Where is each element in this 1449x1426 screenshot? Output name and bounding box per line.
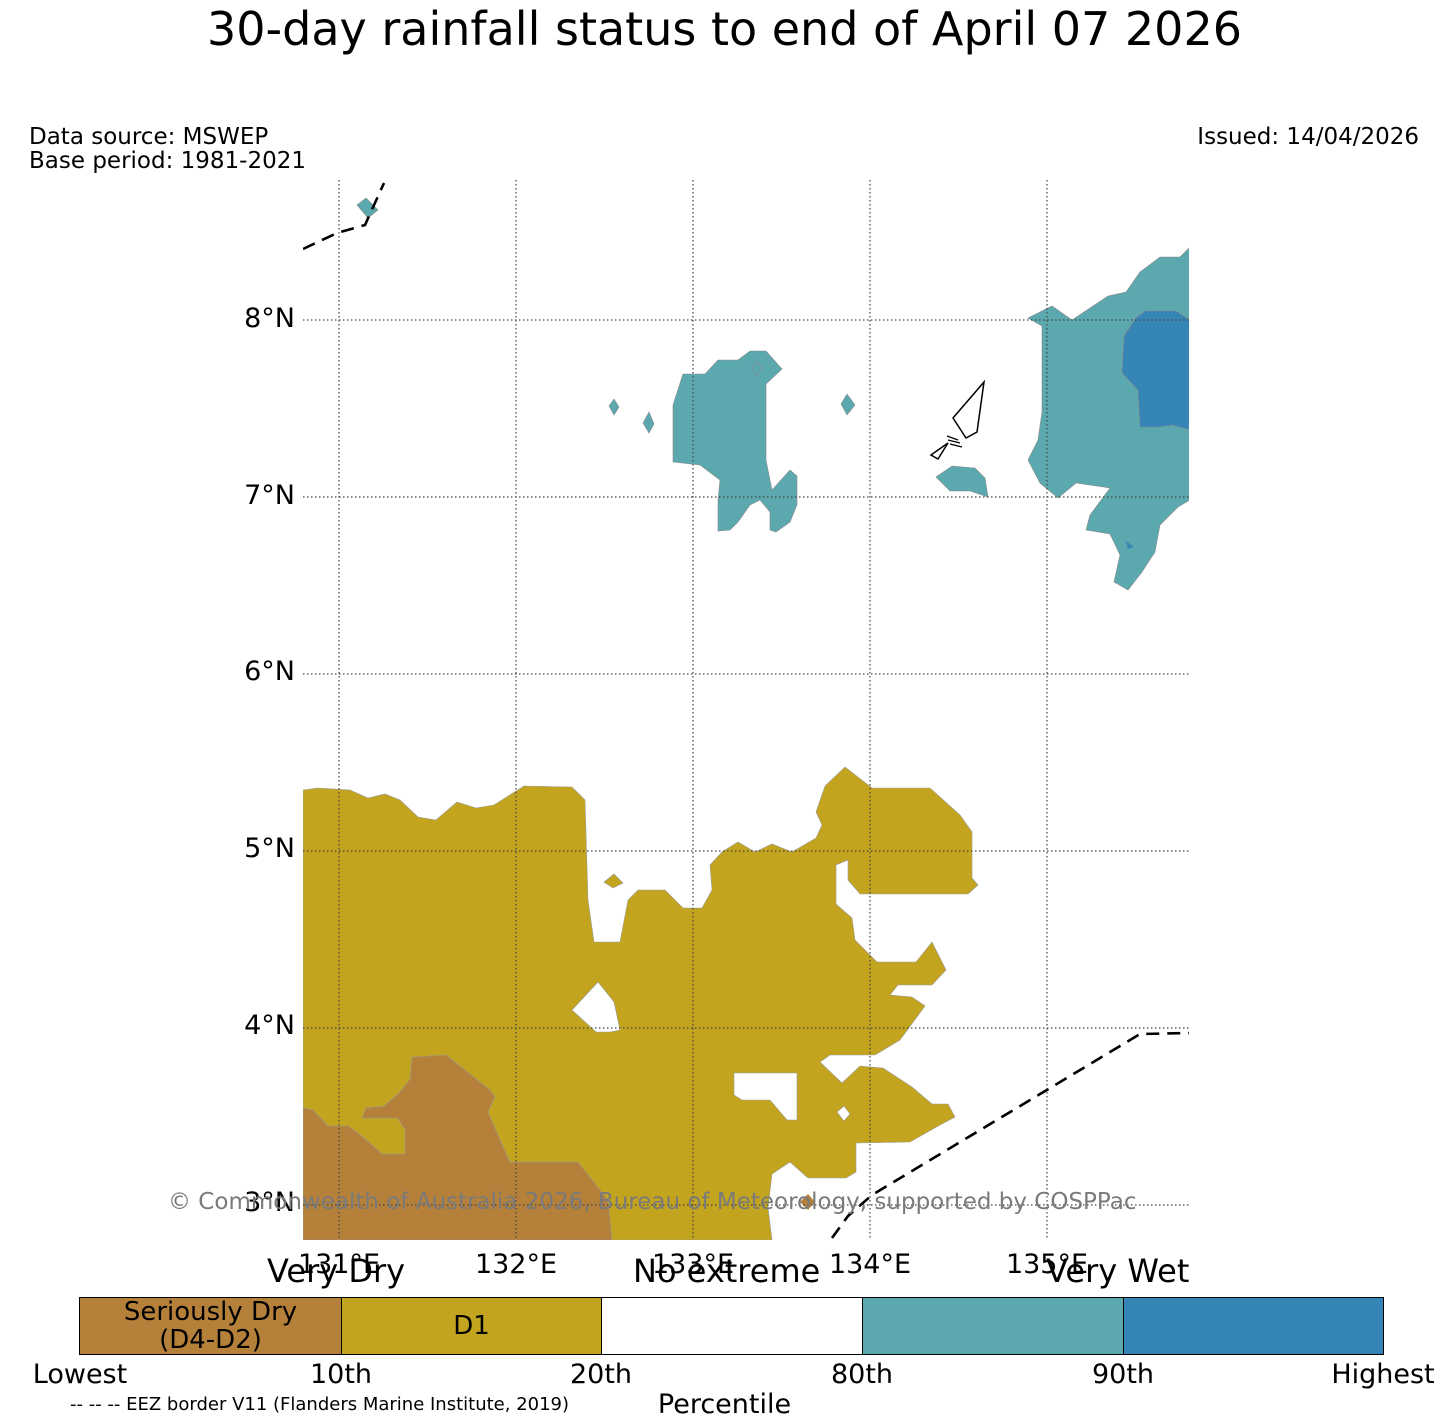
lat-tick-7n: 7°N: [244, 480, 295, 511]
wet-region-central: [672, 350, 798, 533]
map-area: [303, 180, 1189, 1240]
colorbar-very-wet-80: [863, 1298, 1124, 1354]
very-wet-region-east: [1121, 310, 1189, 431]
percentile-10th: 10th: [309, 1359, 373, 1390]
legend-no-extreme-label: No extreme: [633, 1252, 821, 1290]
percentile-lowest: Lowest: [32, 1359, 128, 1390]
lon-tick-133e: 133°E: [651, 1249, 735, 1280]
seriously-dry-speck: [800, 1194, 815, 1210]
very-wet-speck: [1126, 541, 1134, 549]
wet-region-speck-1: [608, 398, 620, 416]
chart-title: 30-day rainfall status to end of April 0…: [207, 2, 1242, 56]
data-source: Data source: MSWEP: [29, 124, 269, 150]
lat-tick-3n: 3°N: [244, 1187, 295, 1218]
percentile-90th: 90th: [1091, 1359, 1155, 1390]
lat-tick-6n: 6°N: [244, 656, 295, 687]
lon-tick-132e: 132°E: [474, 1249, 558, 1280]
lon-tick-134e: 134°E: [828, 1249, 912, 1280]
lat-tick-8n: 8°N: [244, 303, 295, 334]
legend-very-dry-label: Very Dry: [267, 1252, 406, 1290]
lon-tick-135e: 135°E: [1005, 1249, 1089, 1280]
percentile-highest: Highest: [1331, 1359, 1435, 1390]
percentile-20th: 20th: [569, 1359, 633, 1390]
wet-region-speck-2: [642, 411, 655, 434]
wet-region-islet: [935, 465, 989, 498]
wet-region-speck-3: [840, 393, 856, 416]
wet-region-west-island: [356, 197, 379, 219]
lat-tick-5n: 5°N: [244, 833, 295, 864]
copyright-notice: © Commonwealth of Australia 2026, Bureau…: [168, 1189, 1137, 1215]
colorbar: Seriously Dry (D4-D2) D1: [79, 1297, 1384, 1355]
eez-border-note: -- -- -- EEZ border V11 (Flanders Marine…: [70, 1394, 570, 1415]
lat-tick-4n: 4°N: [244, 1010, 295, 1041]
percentile-axis-label: Percentile: [657, 1389, 792, 1420]
island-outline-hatch: [946, 435, 963, 448]
percentile-80th: 80th: [830, 1359, 894, 1390]
eez-border-south: [830, 1031, 1189, 1239]
colorbar-d1: D1: [342, 1298, 602, 1354]
island-outline: [929, 379, 986, 461]
eez-border-north: [303, 182, 386, 251]
legend-very-wet-label: Very Wet: [1046, 1252, 1190, 1290]
seriously-dry-region: [303, 1054, 613, 1240]
lon-tick-131e: 131°E: [297, 1249, 381, 1280]
colorbar-seriously-dry: Seriously Dry (D4-D2): [80, 1298, 342, 1354]
base-period: Base period: 1981-2021: [29, 148, 307, 174]
colorbar-very-wet-90: [1124, 1298, 1383, 1354]
colorbar-no-extreme: [602, 1298, 863, 1354]
gridlines: [303, 180, 1189, 1240]
issued-date: Issued: 14/04/2026: [1197, 124, 1419, 150]
